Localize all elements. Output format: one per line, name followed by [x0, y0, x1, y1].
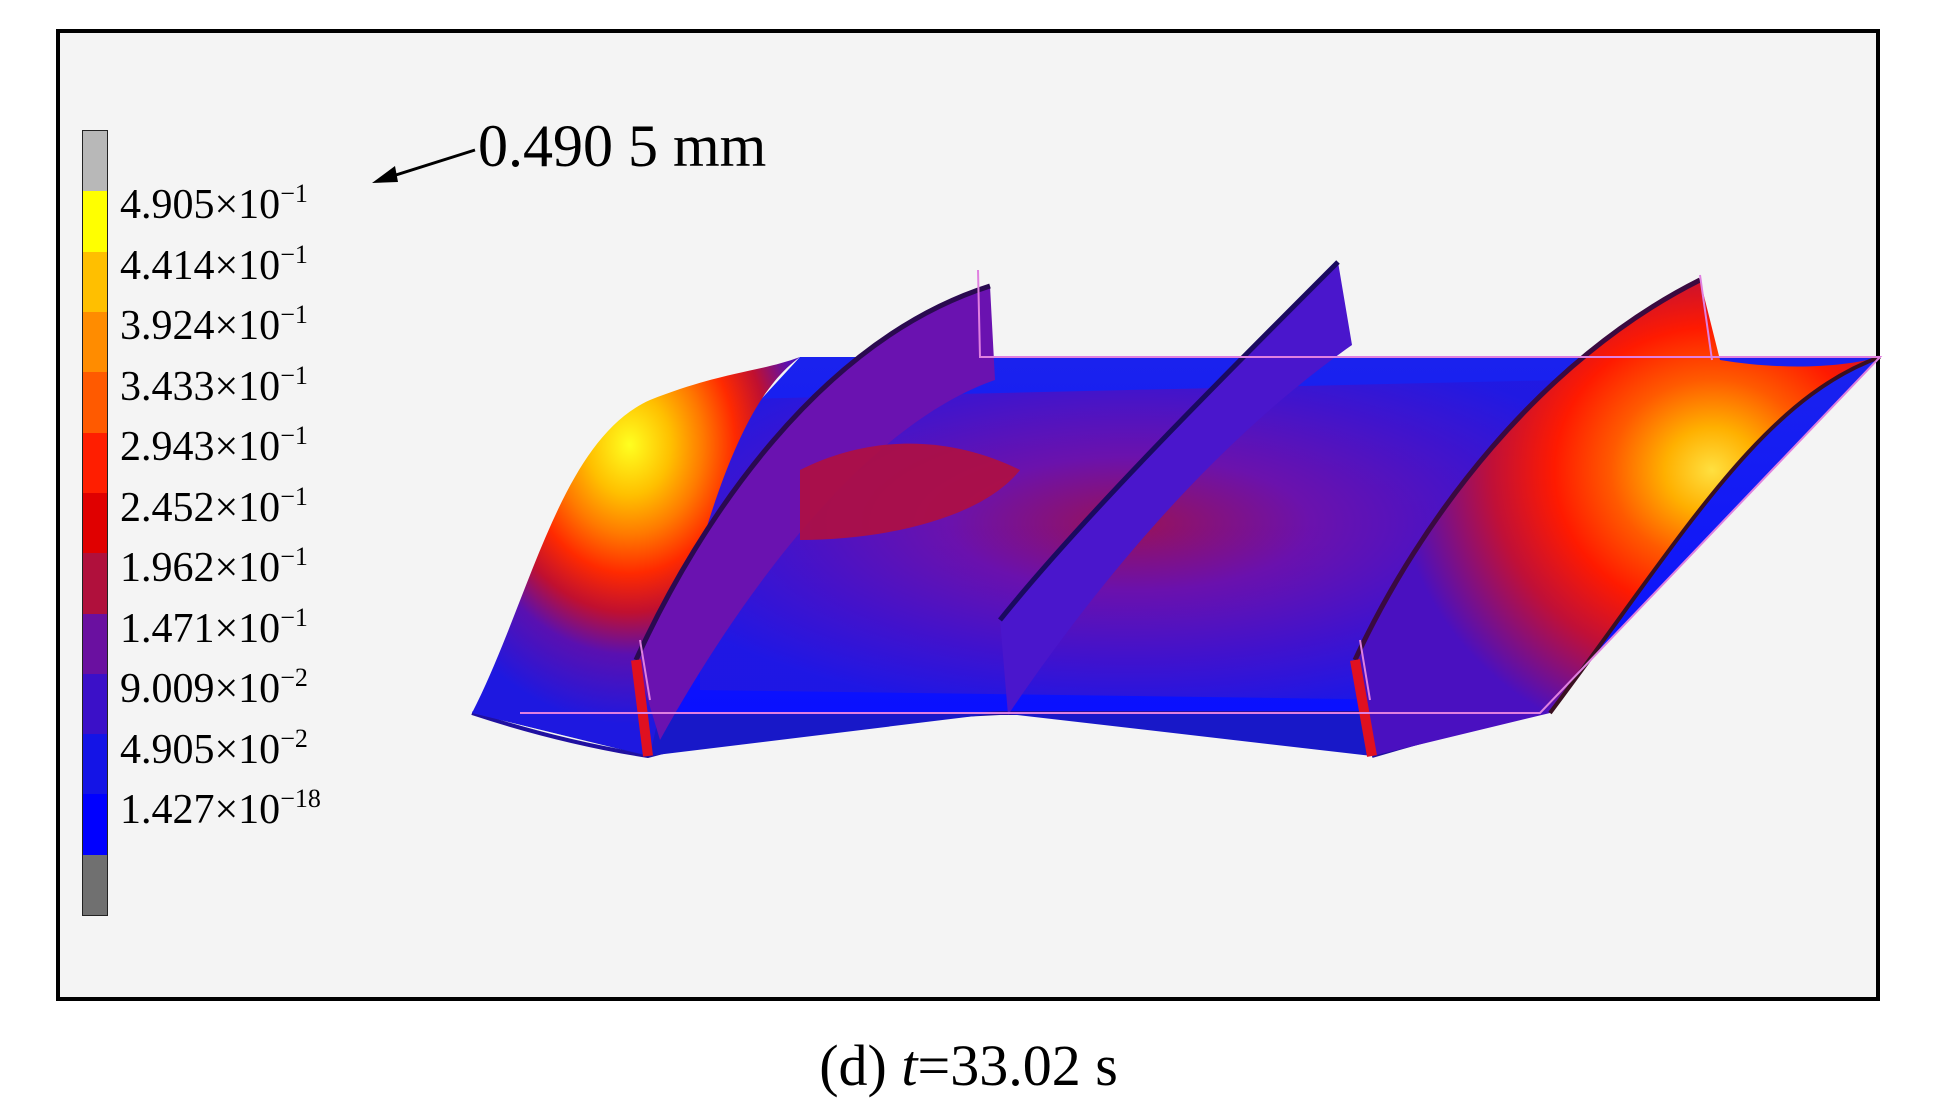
color-legend-bar: [82, 130, 108, 916]
legend-swatch: [83, 311, 107, 373]
undeformed-outline: [520, 269, 1883, 714]
legend-exponent: −1: [280, 481, 308, 511]
legend-swatch: [83, 734, 107, 795]
legend-label: 4.905×10−2: [120, 718, 308, 771]
blade-2-red-patch: [800, 443, 1020, 540]
legend-times: ×10: [214, 787, 281, 834]
legend-exponent: −1: [280, 542, 308, 572]
legend-label: 9.009×10−2: [120, 657, 308, 710]
legend-exponent: −1: [280, 360, 308, 390]
legend-times: ×10: [214, 363, 281, 410]
legend-swatch: [83, 553, 107, 614]
legend-exponent: −2: [280, 663, 308, 693]
legend-mantissa: 1.427: [120, 787, 215, 834]
legend-swatch: [83, 613, 107, 674]
caption-prefix: (d): [819, 1033, 902, 1098]
right-blade: [1355, 280, 1880, 756]
legend-label: 4.414×10−1: [120, 234, 308, 287]
legend-swatch: [83, 372, 107, 433]
blade-2-edge: [633, 283, 991, 662]
legend-times: ×10: [214, 605, 281, 652]
legend-mantissa: 4.905: [120, 182, 215, 229]
legend-label: 1.427×10−18: [120, 778, 321, 831]
legend-mantissa: 1.962: [120, 545, 215, 592]
legend-times: ×10: [214, 545, 281, 592]
right-blade-leading: [1350, 659, 1377, 757]
legend-mantissa: 3.924: [120, 303, 215, 350]
caption-variable: t: [901, 1033, 918, 1098]
legend-mantissa: 9.009: [120, 666, 215, 713]
legend-label: 4.905×10−1: [120, 173, 308, 226]
blade-3: [1000, 262, 1352, 715]
legend-mantissa: 4.905: [120, 726, 215, 773]
legend-label: 2.943×10−1: [120, 415, 308, 468]
legend-label: 1.962×10−1: [120, 536, 308, 589]
legend-times: ×10: [214, 484, 281, 531]
caption-value: =33.02 s: [917, 1033, 1118, 1098]
legend-exponent: −1: [280, 421, 308, 451]
legend-swatch: [83, 131, 107, 192]
legend-mantissa: 3.433: [120, 363, 215, 410]
right-blade-trailing: [1548, 355, 1881, 715]
legend-swatch: [83, 432, 107, 493]
legend-swatch: [83, 492, 107, 554]
legend-swatch: [83, 794, 107, 855]
legend-exponent: −1: [280, 300, 308, 330]
legend-times: ×10: [214, 182, 281, 229]
legend-label: 3.924×10−1: [120, 294, 308, 347]
right-blade-edge: [1352, 277, 1702, 662]
blade-3-edge: [998, 260, 1340, 622]
max-deformation-label: 0.490 5 mm: [478, 113, 767, 179]
legend-mantissa: 2.943: [120, 424, 215, 471]
legend-mantissa: 4.414: [120, 242, 215, 289]
legend-mantissa: 2.452: [120, 484, 215, 531]
legend-swatch: [83, 251, 107, 312]
legend-exponent: −1: [280, 179, 308, 209]
legend-swatch: [83, 191, 107, 252]
legend-times: ×10: [214, 242, 281, 289]
legend-exponent: −1: [280, 602, 308, 632]
figure-caption: (d) t=33.02 s: [0, 1032, 1937, 1099]
legend-times: ×10: [214, 666, 281, 713]
legend-label: 1.471×10−1: [120, 597, 308, 650]
left-blade: [472, 357, 800, 756]
legend-times: ×10: [214, 726, 281, 773]
legend-swatch: [83, 854, 107, 916]
legend-mantissa: 1.471: [120, 605, 215, 652]
legend-exponent: −2: [280, 723, 308, 753]
legend-times: ×10: [214, 303, 281, 350]
legend-times: ×10: [214, 424, 281, 471]
blade-2-leading: [631, 659, 653, 757]
legend-exponent: −18: [280, 784, 321, 814]
legend-label: 3.433×10−1: [120, 355, 308, 408]
legend-swatch: [83, 673, 107, 735]
legend-label: 2.452×10−1: [120, 476, 308, 529]
legend-exponent: −1: [280, 239, 308, 269]
